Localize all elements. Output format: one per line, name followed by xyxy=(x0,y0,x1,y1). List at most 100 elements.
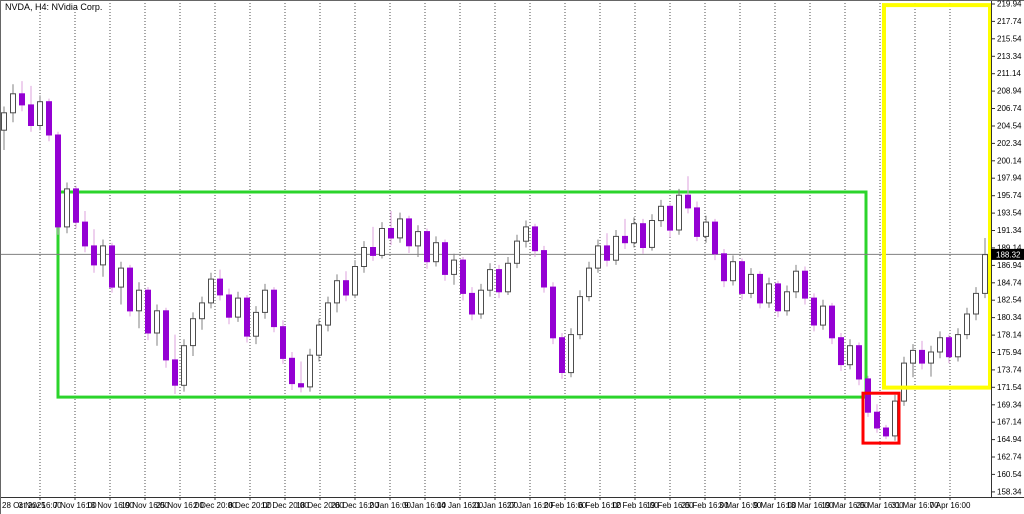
candle[interactable] xyxy=(361,241,367,273)
candle[interactable] xyxy=(415,225,421,257)
candle[interactable] xyxy=(469,287,475,321)
candle[interactable] xyxy=(856,342,862,386)
candle[interactable] xyxy=(487,263,493,297)
candle[interactable] xyxy=(1,106,7,151)
candle[interactable] xyxy=(730,255,736,286)
candle[interactable] xyxy=(514,234,520,269)
candle[interactable] xyxy=(883,424,889,440)
candle[interactable] xyxy=(550,282,556,345)
candle[interactable] xyxy=(406,215,412,253)
candle[interactable] xyxy=(226,288,232,325)
candle[interactable] xyxy=(595,239,601,273)
candle[interactable] xyxy=(19,81,25,112)
candle[interactable] xyxy=(694,201,700,242)
candle[interactable] xyxy=(505,257,511,295)
candle[interactable] xyxy=(847,339,853,370)
red-low-box[interactable] xyxy=(861,391,901,445)
candle[interactable] xyxy=(586,261,592,302)
candles-layer[interactable] xyxy=(1,81,988,441)
candle[interactable] xyxy=(955,328,961,362)
candle[interactable] xyxy=(910,344,916,378)
candle[interactable] xyxy=(190,312,196,356)
candle[interactable] xyxy=(343,271,349,302)
candle[interactable] xyxy=(73,185,79,229)
candle[interactable] xyxy=(703,215,709,243)
candle[interactable] xyxy=(865,375,871,417)
candle[interactable] xyxy=(46,98,52,142)
candle[interactable] xyxy=(379,222,385,259)
candle[interactable] xyxy=(892,394,898,441)
candle[interactable] xyxy=(559,333,565,379)
candle[interactable] xyxy=(577,290,583,340)
price-axis[interactable]: 219.94 217.74 215.54 213.34 211.14 208.94 206.… xyxy=(991,0,1022,496)
candle[interactable] xyxy=(613,230,619,265)
candle[interactable] xyxy=(307,348,313,392)
candle[interactable] xyxy=(811,293,817,332)
candle[interactable] xyxy=(352,260,358,299)
candle[interactable] xyxy=(91,229,97,273)
candle[interactable] xyxy=(523,220,529,248)
candle[interactable] xyxy=(10,84,16,123)
candle[interactable] xyxy=(109,242,115,293)
candle[interactable] xyxy=(838,333,844,371)
candle[interactable] xyxy=(298,361,304,393)
candle[interactable] xyxy=(919,340,925,370)
candle[interactable] xyxy=(37,95,43,131)
candle[interactable] xyxy=(766,277,772,308)
candle[interactable] xyxy=(622,218,628,249)
candle[interactable] xyxy=(874,404,880,433)
candle[interactable] xyxy=(271,287,277,333)
drawn-objects-behind[interactable] xyxy=(56,190,868,399)
candle[interactable] xyxy=(28,85,34,132)
candle[interactable] xyxy=(658,199,664,227)
candle[interactable] xyxy=(676,188,682,235)
candle[interactable] xyxy=(928,345,934,377)
candle[interactable] xyxy=(964,307,970,340)
candle[interactable] xyxy=(244,295,250,343)
candle[interactable] xyxy=(64,182,70,234)
candle[interactable] xyxy=(712,218,718,261)
candle[interactable] xyxy=(568,328,574,378)
candle[interactable] xyxy=(532,223,538,257)
candle[interactable] xyxy=(433,236,439,267)
candle[interactable] xyxy=(82,211,88,253)
candle[interactable] xyxy=(199,296,205,330)
candle[interactable] xyxy=(802,266,808,305)
yellow-target-box[interactable] xyxy=(882,3,992,390)
candle[interactable] xyxy=(640,218,646,254)
candle[interactable] xyxy=(172,334,178,394)
candle[interactable] xyxy=(982,238,988,299)
candle[interactable] xyxy=(649,214,655,251)
candle[interactable] xyxy=(631,217,637,248)
candle[interactable] xyxy=(721,249,727,288)
candle[interactable] xyxy=(424,228,430,269)
candle[interactable] xyxy=(253,306,259,345)
candle[interactable] xyxy=(667,203,673,238)
candle[interactable] xyxy=(181,339,187,392)
candle[interactable] xyxy=(442,239,448,281)
candle[interactable] xyxy=(478,283,484,319)
candle[interactable] xyxy=(163,307,169,368)
candle[interactable] xyxy=(793,264,799,299)
candle[interactable] xyxy=(757,271,763,309)
candle[interactable] xyxy=(541,245,547,293)
candle[interactable] xyxy=(136,282,142,329)
candle[interactable] xyxy=(775,280,781,318)
green-range-box[interactable] xyxy=(56,190,868,399)
candle[interactable] xyxy=(370,226,376,261)
candle[interactable] xyxy=(901,356,907,406)
candle[interactable] xyxy=(262,283,268,319)
candle[interactable] xyxy=(334,274,340,313)
candle[interactable] xyxy=(388,211,394,246)
candle[interactable] xyxy=(820,299,826,330)
candle[interactable] xyxy=(100,239,106,277)
drawn-objects-front[interactable] xyxy=(861,3,992,445)
candle[interactable] xyxy=(496,264,502,299)
candle[interactable] xyxy=(55,131,61,235)
candle[interactable] xyxy=(235,291,241,322)
candle[interactable] xyxy=(145,287,151,341)
candle[interactable] xyxy=(280,320,286,364)
candle[interactable] xyxy=(784,285,790,316)
